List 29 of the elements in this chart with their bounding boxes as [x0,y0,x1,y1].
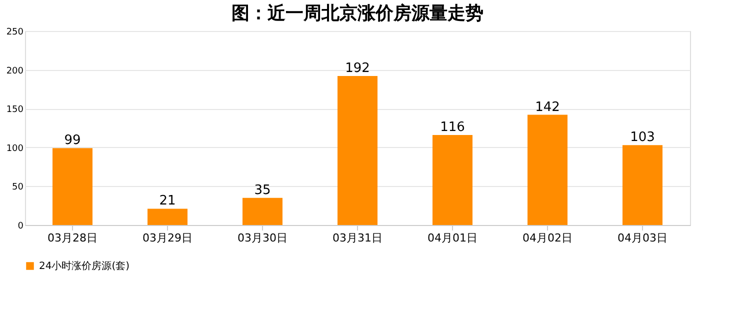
y-tick-label: 150 [6,105,24,116]
y-tick-label: 100 [6,144,24,154]
x-tick-label: 03月31日 [332,232,382,244]
bar [432,134,472,225]
y-tick-label: 50 [12,182,24,193]
bar [528,114,568,225]
data-label: 142 [535,100,560,115]
data-label: 21 [159,194,176,209]
y-tick-label: 200 [6,66,24,76]
bar [148,208,188,225]
data-label: 35 [254,182,271,198]
bar [52,148,92,225]
bar [338,76,378,225]
y-tick-label: 250 [6,28,24,38]
legend-label: 24小时涨价房源(套) [39,260,130,272]
x-tick-label: 04月03日 [618,232,668,244]
bar [622,145,662,225]
data-label: 192 [345,61,370,76]
data-label: 116 [440,120,465,135]
chart-title: 图：近一周北京涨价房源量走势 [232,3,484,24]
y-tick-label: 0 [18,222,24,232]
x-tick-label: 04月02日 [522,232,572,244]
bar [242,198,282,225]
x-tick-label: 03月30日 [238,232,288,244]
data-label: 103 [630,130,655,146]
x-tick-label: 03月28日 [48,232,98,244]
data-label: 99 [64,133,81,148]
x-tick-label: 03月29日 [142,232,192,244]
x-tick-label: 04月01日 [428,232,478,244]
